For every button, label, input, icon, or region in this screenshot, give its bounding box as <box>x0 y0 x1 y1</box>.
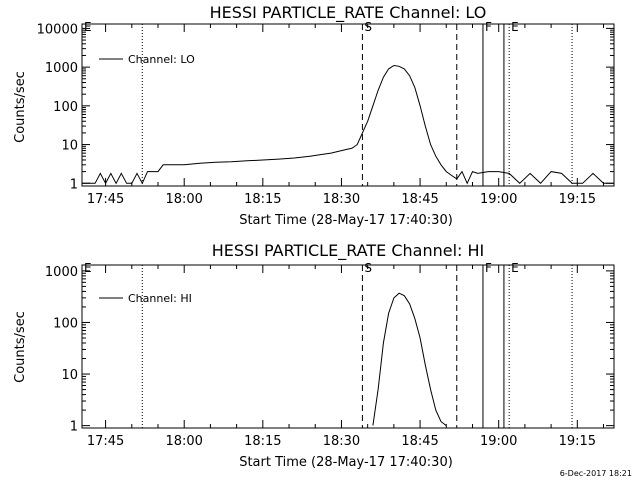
x-tick-label: 18:30 <box>323 192 360 207</box>
series-line <box>82 64 614 185</box>
plot-frame <box>81 23 615 187</box>
x-tick-label: 18:15 <box>244 434 281 449</box>
chart-title: HESSI PARTICLE_RATE Channel: HI <box>212 241 485 261</box>
x-tick-label: 17:45 <box>87 434 124 449</box>
chart-plot-area: E S F E 1 10 100 1000 17:45 18:00 18:15 18:30 18:45 1… <box>45 261 615 449</box>
y-tick-label: 100 <box>53 100 78 115</box>
x-tick-label: 19:15 <box>559 434 596 449</box>
marker-label: F <box>485 261 492 275</box>
marker-label: E <box>511 20 519 34</box>
x-tick-label: 17:45 <box>87 192 124 207</box>
plot-frame <box>81 264 615 429</box>
y-tick-label: 10 <box>61 139 78 154</box>
x-tick-label: 19:15 <box>559 192 596 207</box>
x-axis-label: Start Time (28-May-17 17:40:30) <box>239 455 453 470</box>
chart-title: HESSI PARTICLE_RATE Channel: LO <box>210 3 487 23</box>
marker-label: E <box>84 20 92 34</box>
y-tick-label: 10 <box>61 368 78 383</box>
y-tick-label: 100 <box>53 316 78 331</box>
x-tick-label: 18:00 <box>165 434 202 449</box>
y-tick-label: 1000 <box>45 265 78 280</box>
timestamp-stamp: 6-Dec-2017 18:21 <box>560 469 632 478</box>
x-tick-label: 18:45 <box>401 434 438 449</box>
chart-panel-lo: HESSI PARTICLE_RATE Channel: LO Counts/s… <box>13 3 486 228</box>
series-line <box>372 292 447 426</box>
marker-label: S <box>364 20 372 34</box>
chart-plot-area: E S F E 1 10 100 1000 10000 17:45 18:00 18:15 18:30 1… <box>37 20 615 207</box>
y-tick-label: 1 <box>70 177 78 192</box>
legend-label: Channel: HI <box>128 292 192 305</box>
chart-panel-hi: HESSI PARTICLE_RATE Channel: HI Counts/s… <box>13 241 484 470</box>
x-tick-label: 18:15 <box>244 192 281 207</box>
marker-label: F <box>485 20 492 34</box>
x-tick-label: 18:30 <box>323 434 360 449</box>
x-tick-label: 19:00 <box>480 192 517 207</box>
x-tick-label: 19:00 <box>480 434 517 449</box>
x-tick-label: 18:45 <box>401 192 438 207</box>
marker-label: S <box>364 261 372 275</box>
y-tick-label: 1 <box>70 420 78 435</box>
legend-label: Channel: LO <box>128 53 195 66</box>
y-tick-label: 10000 <box>37 22 78 37</box>
y-tick-label: 1000 <box>45 61 78 76</box>
y-axis-label: Counts/sec <box>13 71 28 143</box>
x-axis-label: Start Time (28-May-17 17:40:30) <box>239 213 453 228</box>
y-axis-label: Counts/sec <box>13 311 28 383</box>
marker-label: E <box>84 261 92 275</box>
marker-label: E <box>511 261 519 275</box>
x-tick-label: 18:00 <box>165 192 202 207</box>
